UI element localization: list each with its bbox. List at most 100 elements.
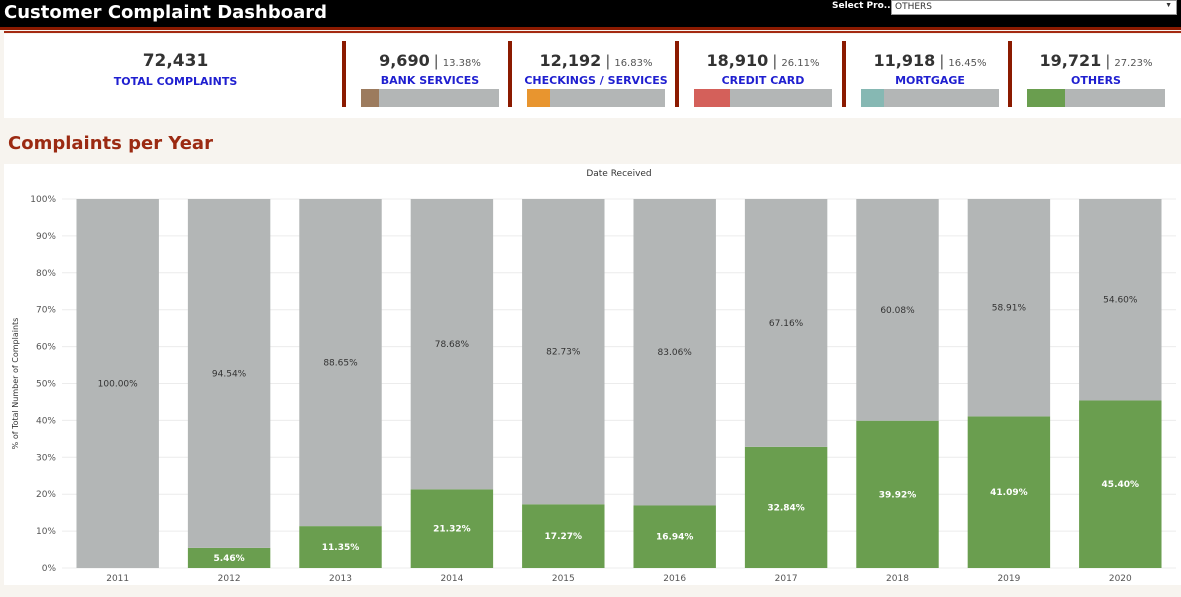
kpi-share-bar [694, 89, 832, 107]
kpi-percent: 27.23% [1114, 58, 1153, 69]
bar-segment [1079, 199, 1162, 401]
kpi-share-bar [861, 89, 999, 107]
y-tick-label: 20% [36, 490, 56, 500]
data-label: 83.06% [658, 348, 693, 358]
kpi-divider [842, 41, 846, 107]
bar-segment [522, 199, 605, 505]
y-axis-label: % of Total Number of Complaints [11, 318, 20, 450]
kpi-divider [1008, 41, 1012, 107]
data-label: 41.09% [990, 488, 1028, 498]
x-tick-label: 2011 [106, 574, 129, 584]
data-label: 16.94% [656, 533, 694, 543]
y-tick-label: 60% [36, 343, 56, 353]
kpi-total-card: 72,431 TOTAL COMPLAINTS [4, 34, 347, 118]
y-tick-label: 50% [36, 380, 56, 390]
kpi-share-fill [1027, 89, 1065, 107]
kpi-divider [342, 41, 346, 107]
kpi-share-bar [1027, 89, 1165, 107]
x-tick-label: 2019 [997, 574, 1020, 584]
x-tick-label: 2012 [218, 574, 241, 584]
bar-segment [76, 199, 159, 568]
y-tick-label: 70% [36, 306, 56, 316]
bar-segment [187, 199, 271, 548]
kpi-card-checkings-services[interactable]: 12,192 | 16.83% CHECKINGS / SERVICES [508, 34, 679, 118]
bar-segment [856, 420, 939, 568]
kpi-count: 19,721 [1039, 51, 1102, 70]
y-tick-label: 80% [36, 269, 56, 279]
header-divider-secondary [4, 31, 1181, 33]
y-tick-label: 40% [36, 416, 56, 426]
bar-segment [967, 199, 1051, 417]
kpi-share-bar [527, 89, 665, 107]
kpi-divider [508, 41, 512, 107]
data-label: 39.92% [879, 490, 917, 500]
kpi-total-value: 72,431 [142, 51, 209, 71]
chart-title: Date Received [586, 169, 651, 179]
product-select-value: OTHERS [895, 2, 933, 12]
bar-segment [1079, 400, 1162, 568]
kpi-percent: 16.45% [948, 58, 987, 69]
kpi-count: 11,918 [873, 51, 936, 70]
bar-segment [967, 416, 1051, 568]
x-tick-label: 2016 [663, 574, 686, 584]
kpi-total-label: TOTAL COMPLAINTS [113, 75, 238, 88]
kpi-label: CHECKINGS / SERVICES [524, 74, 668, 87]
data-label: 78.68% [435, 340, 470, 350]
data-label: 82.73% [546, 348, 581, 358]
data-label: 60.08% [880, 306, 915, 316]
kpi-label: CREDIT CARD [721, 74, 805, 87]
data-label: 54.60% [1103, 296, 1138, 306]
kpi-share-fill [861, 89, 884, 107]
bar-segment [633, 199, 716, 506]
data-label: 17.27% [545, 532, 583, 542]
product-select-label: Select Pro... [832, 1, 895, 11]
kpi-card-mortgage[interactable]: 11,918 | 16.45% MORTGAGE [842, 34, 1013, 118]
bar-segment [633, 505, 716, 568]
kpi-percent: 26.11% [781, 58, 820, 69]
x-tick-label: 2017 [775, 574, 798, 584]
bar-segment [744, 199, 828, 447]
kpi-label: MORTGAGE [895, 74, 965, 87]
kpi-percent: 13.38% [442, 58, 481, 69]
y-tick-label: 30% [36, 453, 56, 463]
bar-segment [744, 446, 828, 568]
bar-segment [299, 526, 382, 568]
x-tick-label: 2014 [440, 574, 463, 584]
kpi-product-strip: 9,690 | 13.38% BANK SERVICES 12,192 | 16… [342, 34, 1181, 118]
y-tick-label: 90% [36, 232, 56, 242]
product-select[interactable]: OTHERS ▼ [891, 0, 1177, 15]
y-tick-label: 10% [36, 527, 56, 537]
x-tick-label: 2013 [329, 574, 352, 584]
kpi-share-fill [361, 89, 380, 107]
bar-segment [522, 504, 605, 568]
kpi-card-others[interactable]: 19,721 | 27.23% OTHERS [1008, 34, 1179, 118]
x-tick-label: 2015 [552, 574, 575, 584]
data-label: 58.91% [992, 304, 1027, 314]
header-divider [0, 27, 1181, 30]
bar-segment [187, 547, 271, 568]
bar-segment [299, 199, 382, 527]
header-bar: Customer Complaint Dashboard Select Pro.… [0, 0, 1181, 27]
data-label: 5.46% [213, 554, 244, 564]
section-title: Complaints per Year [8, 133, 213, 154]
kpi-count: 9,690 [379, 51, 430, 70]
kpi-percent: 16.83% [614, 58, 653, 69]
chevron-down-icon[interactable]: ▼ [1165, 2, 1172, 9]
complaints-per-year-chart: Date Received % of Total Number of Compla… [4, 164, 1181, 585]
kpi-share-fill [527, 89, 551, 107]
data-label: 88.65% [323, 359, 358, 369]
data-label: 100.00% [98, 380, 138, 390]
chart-svg: Date Received % of Total Number of Compla… [11, 169, 1176, 584]
kpi-label: OTHERS [1071, 74, 1121, 87]
kpi-card-bank-services[interactable]: 9,690 | 13.38% BANK SERVICES [342, 34, 513, 118]
bar-segment [856, 199, 939, 421]
kpi-count: 18,910 [706, 51, 769, 70]
data-label: 21.32% [433, 525, 471, 535]
bar-segment [410, 489, 494, 568]
kpi-count: 12,192 [539, 51, 602, 70]
kpi-card-credit-card[interactable]: 18,910 | 26.11% CREDIT CARD [675, 34, 846, 118]
kpi-share-fill [694, 89, 731, 107]
kpi-divider [675, 41, 679, 107]
y-tick-label: 0% [42, 564, 57, 574]
kpi-label: BANK SERVICES [380, 74, 480, 87]
